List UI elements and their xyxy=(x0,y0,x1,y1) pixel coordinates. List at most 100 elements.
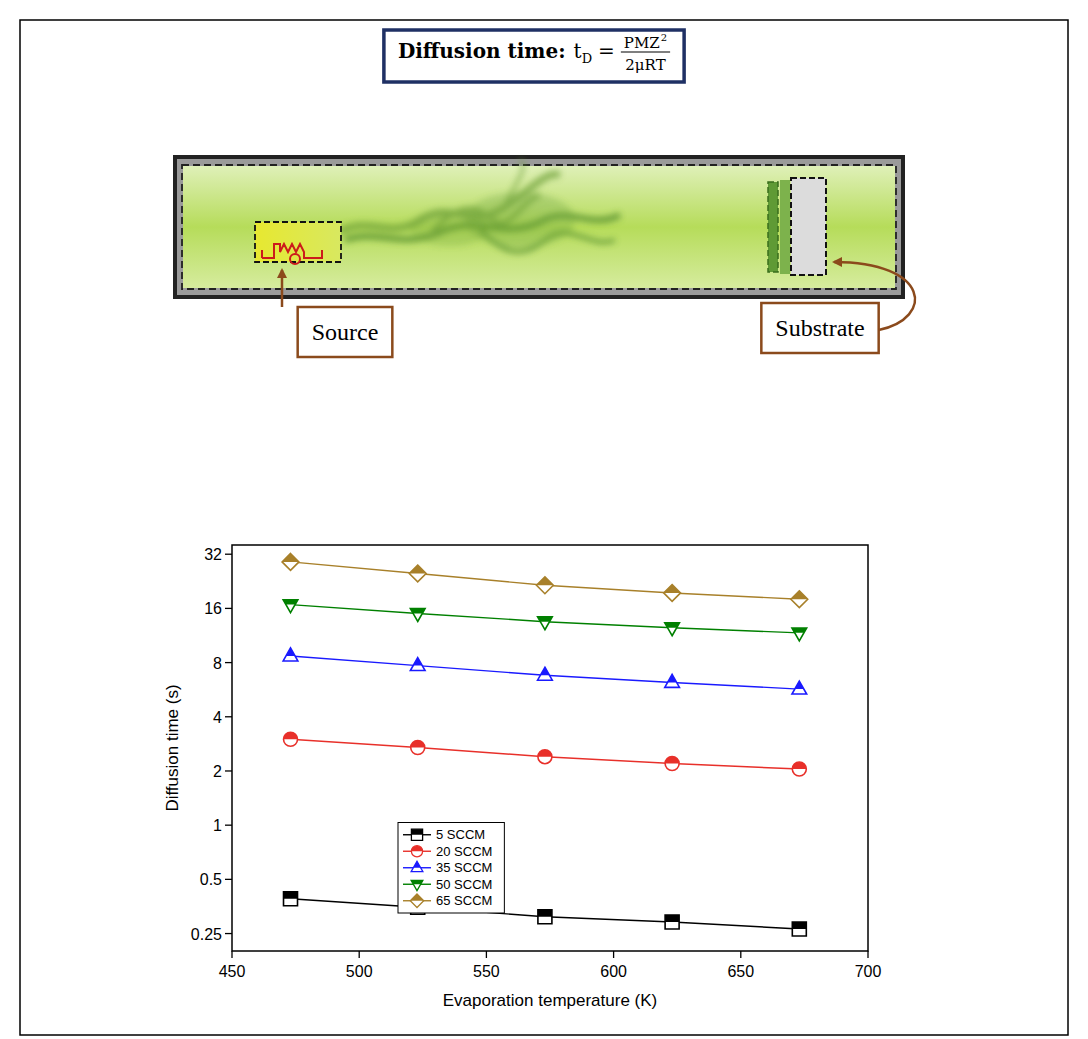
data-point xyxy=(792,628,807,641)
equation-text: D xyxy=(582,51,592,66)
y-tick xyxy=(225,554,232,555)
legend-label: 50 SCCM xyxy=(436,877,492,892)
y-tick xyxy=(225,933,232,934)
x-tick xyxy=(359,951,360,958)
marker-fill xyxy=(411,829,422,840)
y-tick xyxy=(225,825,232,826)
data-point xyxy=(538,910,552,924)
marker-fill xyxy=(538,617,553,630)
marker-outline xyxy=(664,585,681,602)
data-point xyxy=(409,565,426,582)
marker-half xyxy=(410,894,423,901)
y-tick-label: 32 xyxy=(204,546,222,563)
data-point xyxy=(411,741,425,755)
marker-fill xyxy=(411,741,425,755)
data-point xyxy=(538,750,552,764)
substrate-label-box xyxy=(761,303,878,353)
marker-outline xyxy=(284,732,298,746)
marker-outline xyxy=(409,565,426,582)
marker-fill xyxy=(538,910,552,924)
marker-half xyxy=(282,554,299,562)
x-tick xyxy=(613,951,614,958)
y-tick xyxy=(225,770,232,771)
data-point xyxy=(284,732,298,746)
y-tick-label: 16 xyxy=(204,600,222,617)
tube-gas xyxy=(183,166,895,288)
vapor-cloud xyxy=(410,210,490,246)
data-point xyxy=(665,623,680,636)
data-point xyxy=(284,892,298,906)
y-tick-label: 0.5 xyxy=(200,871,222,888)
source-arrow xyxy=(281,270,284,307)
data-point xyxy=(664,585,681,602)
marker-fill xyxy=(538,750,552,764)
legend-marker xyxy=(410,894,423,907)
plot-frame xyxy=(232,545,868,951)
marker-half xyxy=(537,577,554,585)
marker-outline xyxy=(792,681,807,694)
marker-half xyxy=(411,741,425,748)
marker-half xyxy=(411,880,423,884)
tube xyxy=(175,157,903,297)
marker-outline xyxy=(665,623,680,636)
marker-fill xyxy=(538,667,553,680)
tube-dashed-border xyxy=(182,165,896,289)
data-point xyxy=(665,757,679,771)
marker-fill xyxy=(284,732,298,746)
marker-half xyxy=(411,829,422,835)
y-tick-label: 4 xyxy=(213,709,222,726)
marker-half xyxy=(665,915,679,922)
marker-half xyxy=(665,623,680,628)
marker-outline xyxy=(538,750,552,764)
marker-fill xyxy=(792,922,806,936)
data-point xyxy=(665,674,680,687)
legend-label: 20 SCCM xyxy=(436,844,492,859)
y-axis-title: Diffusion time (s) xyxy=(163,684,182,811)
marker-outline xyxy=(410,609,425,622)
legend-marker xyxy=(411,880,423,890)
marker-half xyxy=(664,585,681,593)
marker-half xyxy=(538,750,552,757)
x-tick-label: 550 xyxy=(473,963,500,980)
source-label-box xyxy=(298,307,393,357)
x-tick xyxy=(867,951,868,958)
x-tick-label: 500 xyxy=(346,963,373,980)
marker-fill xyxy=(283,648,298,661)
marker-half xyxy=(791,591,808,599)
marker-outline xyxy=(792,762,806,776)
marker-fill xyxy=(665,757,679,771)
y-tick xyxy=(225,716,232,717)
marker-fill xyxy=(283,600,298,613)
legend-marker xyxy=(411,846,422,857)
y-tick-label: 2 xyxy=(213,763,222,780)
marker-fill xyxy=(411,846,422,857)
heater-coil xyxy=(261,250,263,258)
equation-numerator: PMZ xyxy=(624,34,660,52)
marker-half xyxy=(538,910,552,917)
marker-fill xyxy=(282,554,299,571)
marker-fill xyxy=(411,880,423,890)
y-tick xyxy=(225,662,232,663)
data-point xyxy=(283,600,298,613)
data-point xyxy=(283,648,298,661)
marker-fill xyxy=(665,915,679,929)
marker-half xyxy=(538,617,553,622)
marker-outline xyxy=(283,648,298,661)
y-tick-label: 1 xyxy=(213,817,222,834)
marker-half xyxy=(792,762,806,769)
marker-outline xyxy=(283,600,298,613)
legend-marker xyxy=(411,829,422,840)
series-line xyxy=(291,656,800,689)
equation-text: : xyxy=(558,39,565,63)
marker-fill xyxy=(792,762,806,776)
x-tick xyxy=(486,951,487,958)
marker-half xyxy=(283,600,298,605)
marker-half xyxy=(283,648,298,656)
y-tick xyxy=(225,608,232,609)
marker-outline xyxy=(792,628,807,641)
marker-half xyxy=(792,628,807,633)
marker-outline xyxy=(665,757,679,771)
marker-outline xyxy=(284,892,298,906)
data-point xyxy=(792,762,806,776)
data-point xyxy=(792,681,807,694)
